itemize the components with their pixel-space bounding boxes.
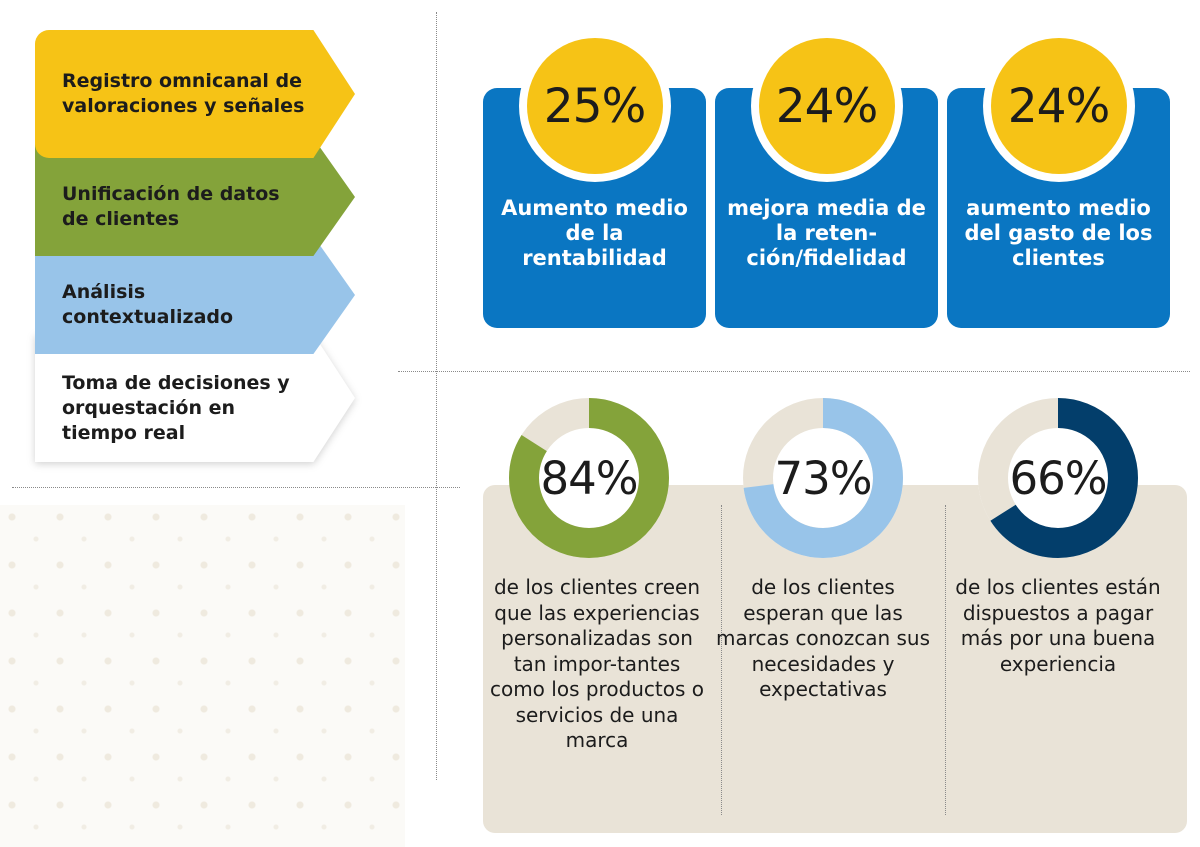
vertical-divider	[436, 12, 437, 780]
donut-percent: 66%	[1009, 451, 1107, 505]
donut-pay-more: 66%	[978, 398, 1138, 558]
donut-description: de los clientes están dispuestos a pagar…	[955, 575, 1161, 676]
donut-description: de los clientes creen que las experienci…	[489, 575, 705, 752]
decorative-pattern	[0, 505, 405, 847]
donut-chart	[743, 398, 903, 558]
stat-card-profitability: 25% Aumento medio de la rentabilidad	[483, 30, 706, 328]
donut-chart	[509, 398, 669, 558]
donut-percent: 73%	[774, 451, 872, 505]
stat-description: Aumento medio de la rentabilidad	[501, 196, 688, 270]
right-horizontal-divider	[398, 371, 1190, 372]
donut-arc	[509, 398, 669, 558]
step-realtime-decisions: Toma de decisiones y orquestación en tie…	[35, 334, 355, 462]
donut-brand-knowledge: 73%	[743, 398, 903, 558]
stat-value: 24%	[758, 38, 895, 174]
column-divider	[945, 505, 946, 815]
stat-value: 25%	[526, 38, 663, 174]
step-label: Registro omnicanal de valoraciones y señ…	[62, 70, 305, 117]
step-realtime-decisions-wrapper: Toma de decisiones y orquestación en tie…	[35, 334, 355, 462]
stat-card-retention: 24% mejora media de la reten-ción/fideli…	[715, 30, 938, 328]
stat-description: aumento medio del gasto de los clientes	[964, 196, 1153, 270]
step-label: Toma de decisiones y orquestación en tie…	[62, 371, 290, 444]
donut-percent: 84%	[540, 451, 638, 505]
process-steps: Registro omnicanal de valoraciones y señ…	[35, 30, 355, 470]
step-omnichannel-registry: Registro omnicanal de valoraciones y señ…	[35, 30, 355, 158]
column-divider	[721, 505, 722, 815]
donut-arc	[743, 398, 903, 558]
donut-personalization: 84%	[509, 398, 669, 558]
stat-description: mejora media de la reten-ción/fidelidad	[727, 196, 926, 270]
left-horizontal-divider	[12, 487, 460, 488]
donut-chart	[978, 398, 1138, 558]
donut-arc	[978, 398, 1138, 558]
step-label: Análisis contextualizado	[62, 281, 234, 328]
stat-card-spend: 24% aumento medio del gasto de los clien…	[947, 30, 1170, 328]
step-label: Unificación de datos de clientes	[62, 183, 280, 230]
stat-value: 24%	[990, 38, 1127, 174]
donut-description: de los clientes esperan que las marcas c…	[716, 575, 930, 701]
